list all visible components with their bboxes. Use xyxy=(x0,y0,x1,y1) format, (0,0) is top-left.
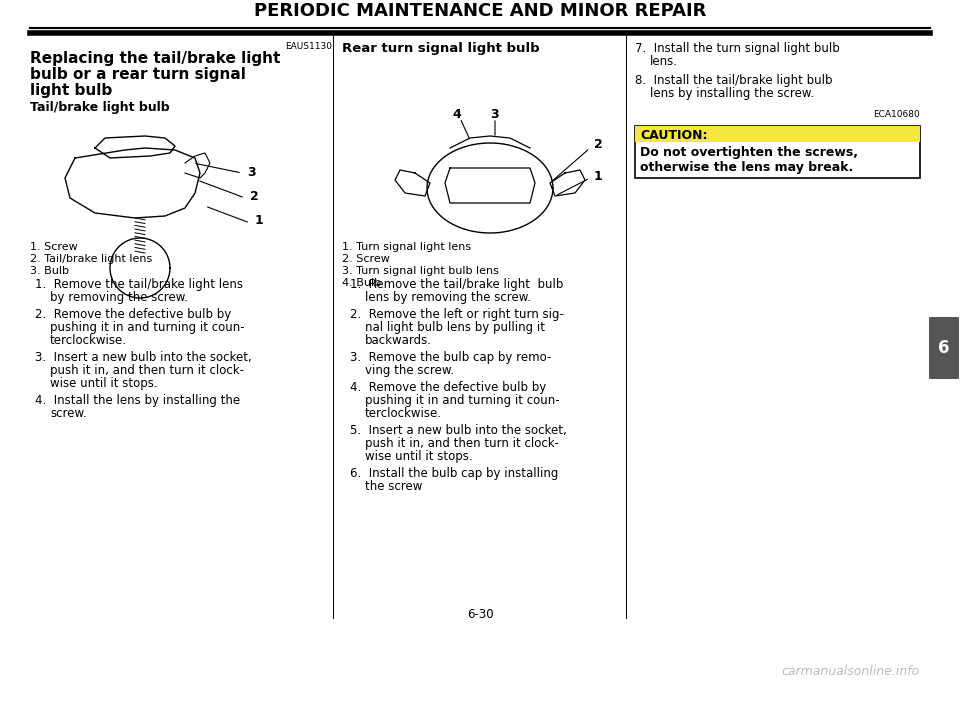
Text: by removing the screw.: by removing the screw. xyxy=(50,291,188,304)
FancyBboxPatch shape xyxy=(929,317,959,379)
Text: 2.  Remove the defective bulb by: 2. Remove the defective bulb by xyxy=(35,308,231,321)
Text: ving the screw.: ving the screw. xyxy=(365,364,454,377)
Text: carmanualsonline.info: carmanualsonline.info xyxy=(781,665,920,678)
Text: nal light bulb lens by pulling it: nal light bulb lens by pulling it xyxy=(365,321,545,334)
Text: 6: 6 xyxy=(938,339,949,357)
Text: 2: 2 xyxy=(250,190,259,202)
Text: 3: 3 xyxy=(247,166,255,179)
Text: 2. Tail/brake light lens: 2. Tail/brake light lens xyxy=(30,254,153,264)
Text: 2: 2 xyxy=(594,138,603,151)
Text: wise until it stops.: wise until it stops. xyxy=(365,450,472,463)
Text: 3.  Insert a new bulb into the socket,: 3. Insert a new bulb into the socket, xyxy=(35,351,252,364)
Text: 5.  Insert a new bulb into the socket,: 5. Insert a new bulb into the socket, xyxy=(350,424,566,437)
Text: 4.  Install the lens by installing the: 4. Install the lens by installing the xyxy=(35,394,240,407)
Text: 1: 1 xyxy=(255,215,264,228)
Text: pushing it in and turning it coun-: pushing it in and turning it coun- xyxy=(365,394,560,407)
Bar xyxy=(635,126,920,178)
Text: ECA10680: ECA10680 xyxy=(874,110,920,119)
Text: 3. Turn signal light bulb lens: 3. Turn signal light bulb lens xyxy=(342,266,499,276)
Text: 2. Screw: 2. Screw xyxy=(342,254,390,264)
Text: terclockwise.: terclockwise. xyxy=(365,407,442,420)
Text: 1.  Remove the tail/brake light lens: 1. Remove the tail/brake light lens xyxy=(35,278,243,291)
Text: wise until it stops.: wise until it stops. xyxy=(50,377,157,390)
Text: backwards.: backwards. xyxy=(365,334,432,347)
Text: Do not overtighten the screws,: Do not overtighten the screws, xyxy=(640,146,858,159)
Text: 3.  Remove the bulb cap by remo-: 3. Remove the bulb cap by remo- xyxy=(350,351,551,364)
Text: push it in, and then turn it clock-: push it in, and then turn it clock- xyxy=(50,364,244,377)
Text: 7.  Install the turn signal light bulb: 7. Install the turn signal light bulb xyxy=(635,42,840,55)
Text: 6.  Install the bulb cap by installing: 6. Install the bulb cap by installing xyxy=(350,467,559,480)
Text: screw.: screw. xyxy=(50,407,86,420)
Text: Replacing the tail/brake light: Replacing the tail/brake light xyxy=(30,51,280,66)
Text: lens by installing the screw.: lens by installing the screw. xyxy=(650,87,814,100)
Bar xyxy=(635,126,920,142)
Text: 8.  Install the tail/brake light bulb: 8. Install the tail/brake light bulb xyxy=(635,74,832,87)
Text: PERIODIC MAINTENANCE AND MINOR REPAIR: PERIODIC MAINTENANCE AND MINOR REPAIR xyxy=(253,2,707,20)
Text: the screw: the screw xyxy=(365,480,422,493)
Text: otherwise the lens may break.: otherwise the lens may break. xyxy=(640,161,853,174)
Text: 3: 3 xyxy=(490,108,498,121)
Text: Rear turn signal light bulb: Rear turn signal light bulb xyxy=(342,42,540,55)
Text: 3. Bulb: 3. Bulb xyxy=(30,266,69,276)
Text: 1. Turn signal light lens: 1. Turn signal light lens xyxy=(342,242,471,252)
Text: pushing it in and turning it coun-: pushing it in and turning it coun- xyxy=(50,321,245,334)
Text: light bulb: light bulb xyxy=(30,83,112,98)
Text: Tail/brake light bulb: Tail/brake light bulb xyxy=(30,101,170,114)
Text: 1.  Remove the tail/brake light  bulb: 1. Remove the tail/brake light bulb xyxy=(350,278,564,291)
Text: lens.: lens. xyxy=(650,55,678,68)
Text: terclockwise.: terclockwise. xyxy=(50,334,127,347)
Text: 1. Screw: 1. Screw xyxy=(30,242,78,252)
Text: EAUS1130: EAUS1130 xyxy=(285,42,332,51)
Text: 4.  Remove the defective bulb by: 4. Remove the defective bulb by xyxy=(350,381,546,394)
Text: 1: 1 xyxy=(594,169,603,182)
Text: bulb or a rear turn signal: bulb or a rear turn signal xyxy=(30,67,246,82)
Text: 2.  Remove the left or right turn sig-: 2. Remove the left or right turn sig- xyxy=(350,308,564,321)
Text: 4. Bulb: 4. Bulb xyxy=(342,278,381,288)
Text: lens by removing the screw.: lens by removing the screw. xyxy=(365,291,531,304)
Text: 4: 4 xyxy=(452,108,461,121)
Text: 6-30: 6-30 xyxy=(467,608,493,621)
Text: push it in, and then turn it clock-: push it in, and then turn it clock- xyxy=(365,437,559,450)
Text: CAUTION:: CAUTION: xyxy=(640,129,708,142)
